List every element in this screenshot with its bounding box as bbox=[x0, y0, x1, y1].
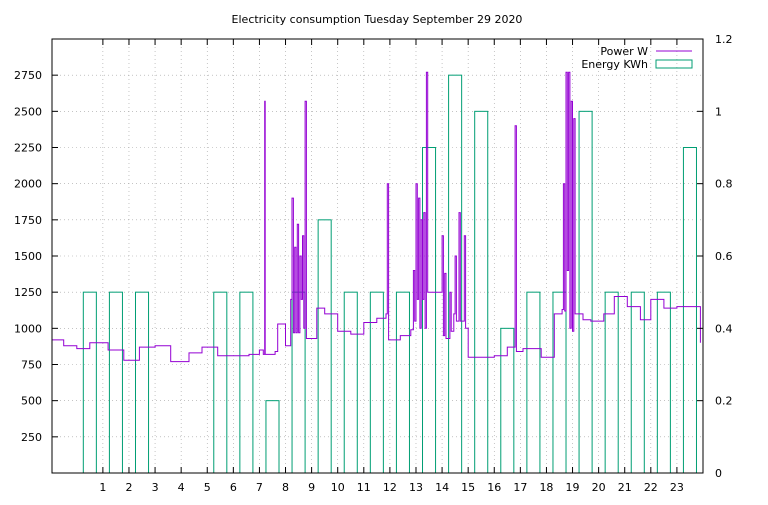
y-tick-label: 250 bbox=[21, 431, 42, 444]
x-tick-label: 7 bbox=[256, 481, 263, 494]
energy-bar bbox=[578, 110, 593, 474]
y-tick-label: 1750 bbox=[14, 214, 42, 227]
y-tick-label: 2500 bbox=[14, 105, 42, 118]
energy-bar bbox=[239, 291, 254, 474]
x-tick-label: 10 bbox=[331, 481, 345, 494]
x-tick-label: 12 bbox=[383, 481, 397, 494]
x-tick-label: 11 bbox=[357, 481, 371, 494]
x-tick-label: 20 bbox=[592, 481, 606, 494]
legend-label-power: Power W bbox=[600, 45, 648, 58]
x-tick-label: 9 bbox=[308, 481, 315, 494]
legend-swatch-energy bbox=[655, 59, 693, 69]
y2-tick-label: 1 bbox=[715, 105, 722, 118]
x-tick-label: 18 bbox=[539, 481, 553, 494]
legend-label-energy: Energy KWh bbox=[581, 58, 648, 71]
y2-tick-label: 0.4 bbox=[715, 322, 733, 335]
x-tick-label: 4 bbox=[178, 481, 185, 494]
energy-bar bbox=[604, 291, 619, 474]
energy-series bbox=[82, 74, 697, 474]
y2-tick-label: 0.6 bbox=[715, 250, 733, 263]
legend: Power W Energy KWh bbox=[581, 45, 693, 71]
x-tick-label: 8 bbox=[282, 481, 289, 494]
y-tick-label: 2000 bbox=[14, 178, 42, 191]
energy-bar bbox=[108, 291, 123, 474]
y2-tick-label: 0.8 bbox=[715, 178, 733, 191]
energy-bar bbox=[526, 291, 541, 474]
x-tick-label: 13 bbox=[409, 481, 423, 494]
axis-layer: 1 2 3 4 5 6 7 8 9 10 11 12 13 14 15 16 17 18 19 20 21 22 23250… bbox=[14, 33, 733, 494]
x-tick-label: 21 bbox=[618, 481, 632, 494]
power-series bbox=[52, 71, 701, 363]
x-tick-label: 1 bbox=[99, 481, 106, 494]
y2-tick-label: 0.2 bbox=[715, 395, 733, 408]
energy-bar bbox=[422, 147, 437, 474]
energy-bar bbox=[682, 147, 697, 474]
y-tick-label: 1000 bbox=[14, 322, 42, 335]
y-tick-label: 2250 bbox=[14, 142, 42, 155]
x-tick-label: 3 bbox=[152, 481, 159, 494]
x-tick-label: 14 bbox=[435, 481, 449, 494]
energy-bar bbox=[656, 291, 671, 474]
x-tick-label: 22 bbox=[644, 481, 658, 494]
energy-bar bbox=[82, 291, 97, 474]
y-tick-label: 500 bbox=[21, 395, 42, 408]
x-tick-label: 5 bbox=[204, 481, 211, 494]
y-tick-label: 1250 bbox=[14, 286, 42, 299]
y-tick-label: 1500 bbox=[14, 250, 42, 263]
x-tick-label: 2 bbox=[125, 481, 132, 494]
x-tick-label: 19 bbox=[566, 481, 580, 494]
energy-bar bbox=[317, 219, 332, 474]
y-tick-label: 2750 bbox=[14, 69, 42, 82]
chart-title: Electricity consumption Tuesday Septembe… bbox=[232, 13, 523, 26]
y2-tick-label: 0 bbox=[715, 467, 722, 480]
energy-bar bbox=[343, 291, 358, 474]
energy-bar bbox=[213, 291, 228, 474]
x-tick-label: 6 bbox=[230, 481, 237, 494]
energy-bar bbox=[552, 291, 567, 474]
y-tick-label: 750 bbox=[21, 359, 42, 372]
y2-tick-label: 1.2 bbox=[715, 33, 733, 46]
x-tick-label: 23 bbox=[670, 481, 684, 494]
x-tick-label: 16 bbox=[487, 481, 501, 494]
x-tick-label: 15 bbox=[461, 481, 475, 494]
energy-bar bbox=[134, 291, 150, 474]
power-line bbox=[52, 71, 701, 363]
energy-bar bbox=[395, 291, 410, 474]
x-tick-label: 17 bbox=[513, 481, 527, 494]
